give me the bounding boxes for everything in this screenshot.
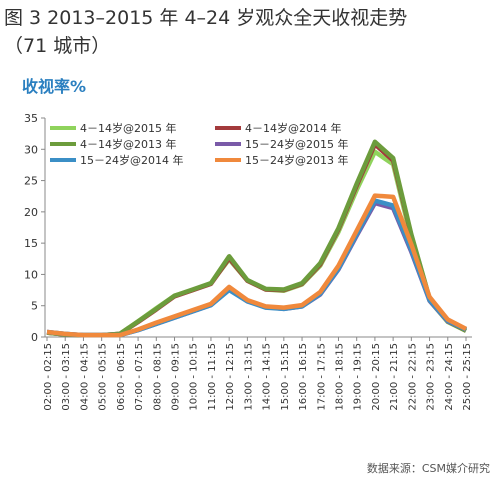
x-tick-label: 03:00 - 03:15	[61, 343, 72, 411]
x-tick-label: 09:00 - 09:15	[171, 343, 182, 411]
title: 图 3 2013–2015 年 4–24 岁观众全天收视走势	[4, 7, 407, 29]
y-tick-label: 15	[24, 237, 38, 250]
x-tick-label: 21:00 - 21:15	[389, 343, 400, 411]
y-tick-label: 30	[24, 143, 38, 156]
y-tick-label: 0	[31, 331, 38, 344]
x-tick-label: 14:00 - 14:15	[262, 343, 273, 411]
legend-label: 4－14岁@2014 年	[245, 121, 342, 135]
x-tick-label: 02:00 - 02:15	[43, 343, 54, 411]
source: 数据来源：CSM媒介研究	[367, 461, 490, 475]
series-line	[46, 193, 468, 338]
y-label: 收视率%	[22, 77, 86, 96]
legend-label: 15－24岁@2013 年	[245, 153, 349, 167]
x-tick-label: 04:00 - 04:15	[79, 343, 90, 411]
y-tick-label: 20	[24, 206, 38, 219]
x-tick-label: 23:00 - 23:15	[426, 343, 437, 411]
x-tick-label: 22:00 - 22:15	[407, 343, 418, 411]
x-tick-label: 08:00 - 08:15	[152, 343, 163, 411]
x-tick-label: 15:00 - 15:15	[280, 343, 291, 411]
y-tick-label: 5	[31, 300, 38, 313]
x-tick-label: 07:00 - 07:15	[134, 343, 145, 411]
legend-label: 15－24岁@2015 年	[245, 137, 349, 151]
legend-label: 4－14岁@2015 年	[80, 121, 177, 135]
x-tick-label: 05:00 - 05:15	[98, 343, 109, 411]
x-tick-label: 19:00 - 19:15	[353, 343, 364, 411]
x-tick-label: 16:00 - 16:15	[298, 343, 309, 411]
x-tick-label: 18:00 - 18:15	[334, 343, 345, 411]
legend-label: 15－24岁@2014 年	[80, 153, 184, 167]
x-tick-label: 20:00 - 20:15	[371, 343, 382, 411]
x-tick-label: 13:00 - 13:15	[243, 343, 254, 411]
x-tick-label: 12:00 - 12:15	[225, 343, 236, 411]
x-tick-label: 10:00 - 10:15	[189, 343, 200, 411]
series-line	[46, 149, 467, 338]
x-tick-label: 11:00 - 11:15	[207, 343, 218, 411]
legend-label: 4－14岁@2013 年	[80, 137, 177, 151]
y-tick-label: 10	[24, 268, 38, 281]
x-tick-label: 17:00 - 17:15	[316, 343, 327, 411]
subtitle: （71 城市）	[4, 35, 110, 57]
x-tick-label: 06:00 - 06:15	[116, 343, 127, 411]
y-tick-label: 35	[24, 112, 38, 125]
y-tick-label: 25	[24, 175, 38, 188]
x-tick-label: 24:00 - 24:15	[444, 343, 455, 411]
x-tick-label: 25:00 - 25:15	[462, 343, 473, 411]
